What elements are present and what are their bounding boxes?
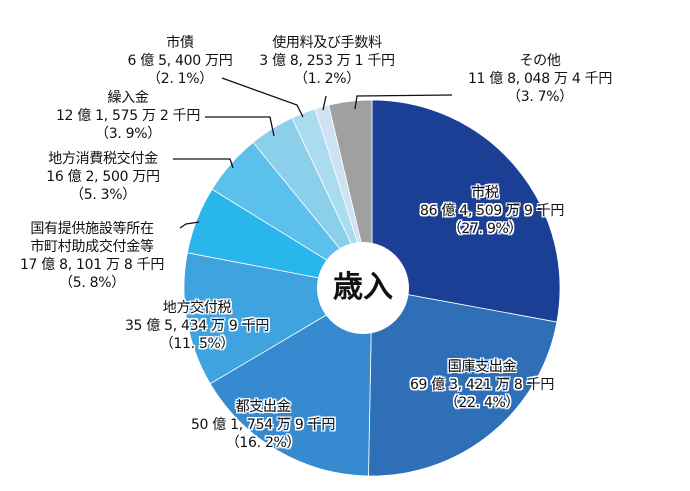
label-chihokofu: 地方交付税 35 億 5, 434 万 9 千円 （11. 5%） [122, 299, 272, 353]
label-kurikomi-pct: （3. 9%） [95, 126, 161, 142]
label-toshishutsu: 都支出金 50 億 1, 754 万 9 千円 （16. 2%） [188, 398, 338, 452]
label-kokuyu: 国有提供施設等所在 市町村助成交付金等 17 億 8, 101 万 8 千円 （… [12, 220, 172, 292]
leader-line-sonota [354, 94, 453, 110]
label-sonota-name: その他 [519, 53, 561, 69]
label-kokko-pct: （22. 4%） [444, 395, 520, 411]
label-kokuyu-name1: 国有提供施設等所在 [30, 221, 154, 237]
label-sonota: その他 11 億 8, 048 万 4 千円 （3. 7%） [460, 52, 620, 106]
label-shohizei-amount: 16 億 2, 500 万円 [46, 169, 160, 185]
label-shisai-name: 市債 [166, 35, 194, 51]
label-kokko-name: 国庫支出金 [447, 359, 517, 375]
label-shiyoryo-amount: 3 億 8, 253 万 1 千円 [259, 53, 395, 69]
label-toshishutsu-name: 都支出金 [235, 399, 291, 415]
label-shiyoryo-name: 使用料及び手数料 [272, 35, 382, 51]
label-kurikomi-amount: 12 億 1, 575 万 2 千円 [55, 108, 201, 124]
label-shisai-pct: （2. 1%） [147, 71, 213, 87]
pie-slice-1 [368, 287, 558, 477]
label-kurikomi-name: 繰入金 [107, 90, 149, 106]
label-shizei-pct: （27. 9%） [447, 221, 523, 237]
label-shisai: 市債 6 億 5, 400 万円 （2. 1%） [115, 34, 245, 88]
leader-line-shisai [221, 77, 304, 118]
label-shisai-amount: 6 億 5, 400 万円 [127, 53, 233, 69]
label-shizei: 市税 86 億 4, 509 万 9 千円 （27. 9%） [420, 184, 565, 238]
label-shiyoryo-pct: （1. 2%） [294, 71, 360, 87]
leader-line-shiyoryo [322, 95, 327, 111]
label-toshishutsu-pct: （16. 2%） [225, 435, 301, 451]
leader-lines [173, 77, 453, 229]
label-kokuyu-name2: 市町村助成交付金等 [30, 239, 154, 255]
label-sonota-amount: 11 億 8, 048 万 4 千円 [467, 71, 613, 87]
pie-slice-2 [209, 287, 373, 477]
center-label: 歳入 [333, 270, 393, 305]
label-sonota-pct: （3. 7%） [507, 89, 573, 105]
donut-hole [317, 242, 409, 334]
label-chihokofu-pct: （11. 5%） [159, 336, 235, 352]
label-chihokofu-name: 地方交付税 [162, 300, 232, 316]
label-kurikomi: 繰入金 12 億 1, 575 万 2 千円 （3. 9%） [48, 89, 208, 143]
label-shohizei-pct: （5. 3%） [70, 187, 136, 203]
label-toshishutsu-amount: 50 億 1, 754 万 9 千円 [190, 417, 336, 433]
label-kokko-amount: 69 億 3, 421 万 8 千円 [409, 377, 555, 393]
leader-line-shohizei [173, 158, 234, 169]
label-shizei-name: 市税 [471, 185, 499, 201]
label-chihokofu-amount: 35 億 5, 434 万 9 千円 [124, 318, 270, 334]
label-kokuyu-amount: 17 億 8, 101 万 8 千円 [19, 257, 165, 273]
label-shiyoryo: 使用料及び手数料 3 億 8, 253 万 1 千円 （1. 2%） [252, 34, 402, 88]
leader-line-kokuyu [179, 221, 200, 229]
label-kokko: 国庫支出金 69 億 3, 421 万 8 千円 （22. 4%） [397, 358, 567, 412]
label-shohizei: 地方消費税交付金 16 億 2, 500 万円 （5. 3%） [28, 150, 178, 204]
pie-slice-0 [371, 99, 561, 323]
leader-line-kurikomi [205, 116, 275, 137]
label-shohizei-name: 地方消費税交付金 [48, 151, 158, 167]
label-shizei-amount: 86 億 4, 509 万 9 千円 [420, 203, 565, 219]
pie-slice-9 [328, 99, 373, 289]
label-kokuyu-pct: （5. 8%） [59, 275, 125, 291]
